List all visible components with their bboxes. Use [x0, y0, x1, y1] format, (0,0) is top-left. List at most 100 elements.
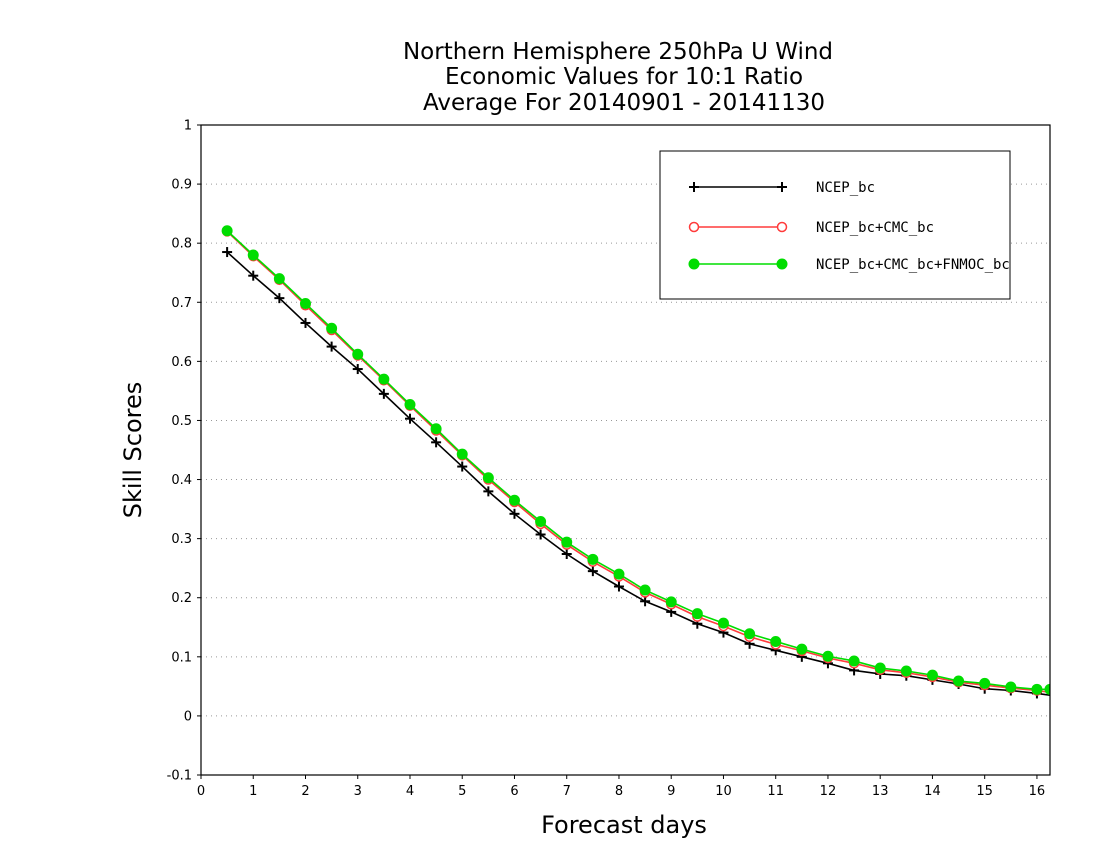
data-point-filled-circle	[352, 348, 364, 360]
data-point-filled-circle	[639, 584, 651, 596]
data-point-plus	[431, 437, 442, 448]
series-line	[226, 230, 1050, 694]
legend-label: NCEP_bc	[816, 180, 875, 196]
data-point-filled-circle	[796, 643, 808, 655]
legend: NCEP_bc NCEP_bc+CMC_bc NCEP_bc+CMC_bc+FNMO…	[659, 150, 1011, 300]
x-tick-label: 7	[563, 784, 571, 799]
y-tick-label: 0.3	[171, 532, 192, 547]
data-point-plus	[457, 461, 468, 472]
data-point-filled-circle	[874, 662, 886, 674]
x-tick-label: 14	[924, 784, 941, 799]
data-point-filled-circle	[299, 297, 311, 309]
y-tick-label: 0.5	[171, 414, 192, 429]
plot-frame	[200, 124, 1051, 776]
legend-label: NCEP_bc+CMC_bc	[816, 220, 934, 236]
data-point-filled-circle	[561, 536, 573, 548]
title-line-1: Northern Hemisphere 250hPa U Wind	[403, 39, 833, 65]
data-point-plus	[509, 508, 520, 519]
data-point-filled-circle	[456, 448, 468, 460]
data-point-filled-circle	[508, 494, 520, 506]
data-point-open-circle	[688, 221, 700, 233]
data-point-plus	[640, 596, 651, 607]
data-point-plus	[300, 317, 311, 328]
x-tick-label: 5	[458, 784, 466, 799]
x-tick-label: 12	[820, 784, 837, 799]
data-point-filled-circle	[430, 423, 442, 435]
data-point-plus	[535, 529, 546, 540]
data-point-filled-circle	[744, 628, 756, 640]
x-tick-label: 0	[197, 784, 205, 799]
data-point-filled-circle	[1044, 683, 1050, 695]
data-point-filled-circle	[822, 650, 834, 662]
data-point-filled-circle	[665, 596, 677, 608]
y-axis-label: Skill Scores	[119, 382, 147, 519]
legend-label: NCEP_bc+CMC_bc+FNMOC_bc	[816, 257, 1010, 273]
data-point-plus	[326, 341, 337, 352]
data-point-filled-circle	[613, 568, 625, 580]
chart-title: Northern Hemisphere 250hPa U Wind Econom…	[403, 39, 833, 116]
y-tick-label: 1	[184, 119, 192, 134]
y-axis-ticks: -0.1 0 0.1 0.2 0.3 0.4 0.5 0.6 0.7 0.8 0.9 1	[167, 119, 201, 784]
data-point-plus	[274, 293, 285, 304]
data-point-filled-circle	[482, 472, 494, 484]
x-tick-label: 9	[667, 784, 675, 799]
data-point-filled-circle	[953, 675, 965, 687]
data-point-filled-circle	[1031, 683, 1043, 695]
y-tick-label: 0.9	[171, 178, 192, 193]
y-tick-label: 0.1	[171, 650, 192, 665]
data-point-open-circle	[776, 221, 788, 233]
x-axis-ticks: 0 1 2 3 4 5 6 7 8 9 10 11 12 13 14 15 16	[197, 775, 1045, 799]
y-tick-label: 0.4	[171, 473, 192, 488]
legend-item: NCEP_bc+CMC_bc	[688, 220, 934, 236]
data-point-filled-circle	[587, 553, 599, 565]
x-tick-label: 15	[976, 784, 993, 799]
x-tick-label: 10	[715, 784, 732, 799]
x-tick-label: 8	[615, 784, 623, 799]
x-axis-label: Forecast days	[541, 811, 707, 839]
data-point-plus	[561, 549, 572, 559]
data-point-plus	[378, 388, 389, 399]
x-tick-label: 3	[354, 784, 362, 799]
x-tick-label: 1	[249, 784, 257, 799]
series-0	[222, 247, 1050, 699]
data-point-filled-circle	[691, 608, 703, 620]
data-point-filled-circle	[535, 516, 547, 527]
y-tick-label: 0.7	[171, 296, 192, 311]
data-point-filled-circle	[273, 273, 285, 285]
data-point-plus	[587, 566, 598, 577]
title-line-2: Economic Values for 10:1 Ratio	[445, 64, 803, 90]
data-point-filled-circle	[404, 399, 416, 410]
data-point-plus	[777, 182, 787, 192]
y-tick-label: -0.1	[167, 769, 192, 784]
x-tick-label: 4	[406, 784, 414, 799]
series-2	[221, 225, 1050, 695]
y-tick-label: 0	[184, 709, 192, 724]
data-point-filled-circle	[979, 677, 991, 689]
x-tick-label: 6	[510, 784, 518, 799]
legend-item: NCEP_bc	[689, 180, 875, 196]
data-point-plus	[248, 270, 259, 281]
data-point-plus	[404, 413, 415, 424]
data-point-plus	[483, 486, 494, 497]
y-tick-label: 0.2	[171, 591, 192, 606]
x-tick-label: 13	[872, 784, 889, 799]
data-point-filled-circle	[688, 258, 700, 270]
data-point-filled-circle	[378, 373, 390, 385]
data-point-plus	[352, 364, 363, 375]
data-point-filled-circle	[848, 655, 860, 667]
data-point-filled-circle	[776, 258, 788, 270]
y-tick-label: 0.8	[171, 237, 192, 252]
x-tick-label: 2	[301, 784, 309, 799]
data-point-filled-circle	[326, 322, 338, 334]
series-line	[226, 251, 1050, 697]
data-point-filled-circle	[247, 249, 259, 261]
x-tick-label: 16	[1029, 784, 1046, 799]
legend-box	[659, 150, 1011, 300]
x-tick-label: 11	[767, 784, 784, 799]
data-point-plus	[613, 581, 624, 592]
data-point-filled-circle	[717, 617, 729, 629]
data-point-plus	[689, 182, 699, 192]
series-line	[226, 230, 1050, 691]
